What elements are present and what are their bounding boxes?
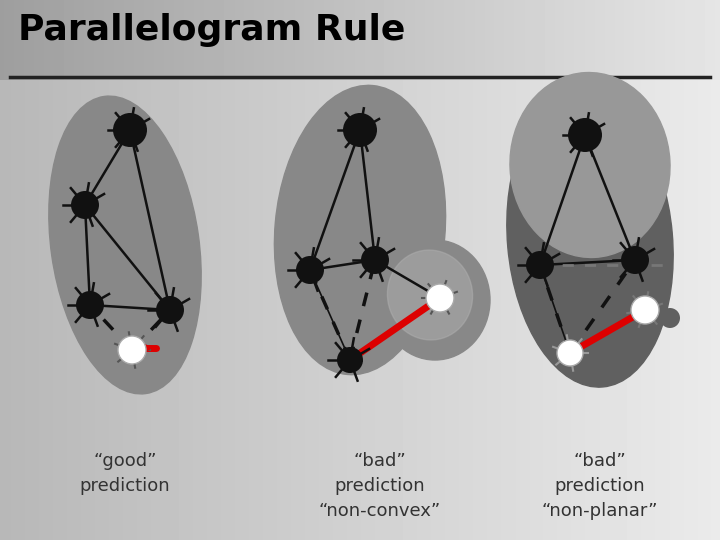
Ellipse shape (387, 250, 472, 340)
Circle shape (621, 246, 649, 274)
Ellipse shape (380, 240, 490, 360)
Text: “bad”
prediction
“non-convex”: “bad” prediction “non-convex” (319, 452, 441, 520)
Ellipse shape (274, 85, 446, 375)
Circle shape (71, 191, 99, 219)
Ellipse shape (510, 72, 670, 258)
Text: Parallelogram Rule: Parallelogram Rule (18, 13, 405, 47)
Circle shape (113, 113, 147, 147)
Circle shape (337, 347, 363, 373)
Circle shape (361, 246, 389, 274)
Text: “good”
prediction: “good” prediction (80, 452, 171, 495)
Circle shape (631, 296, 659, 324)
Ellipse shape (507, 93, 673, 387)
Circle shape (156, 296, 184, 324)
Circle shape (526, 251, 554, 279)
Circle shape (296, 256, 324, 284)
Circle shape (660, 308, 680, 328)
Circle shape (557, 340, 583, 366)
Ellipse shape (49, 96, 201, 394)
Circle shape (343, 113, 377, 147)
Text: “bad”
prediction
“non-planar”: “bad” prediction “non-planar” (541, 452, 658, 520)
Circle shape (568, 118, 602, 152)
Circle shape (118, 336, 146, 364)
Circle shape (76, 291, 104, 319)
Circle shape (426, 284, 454, 312)
